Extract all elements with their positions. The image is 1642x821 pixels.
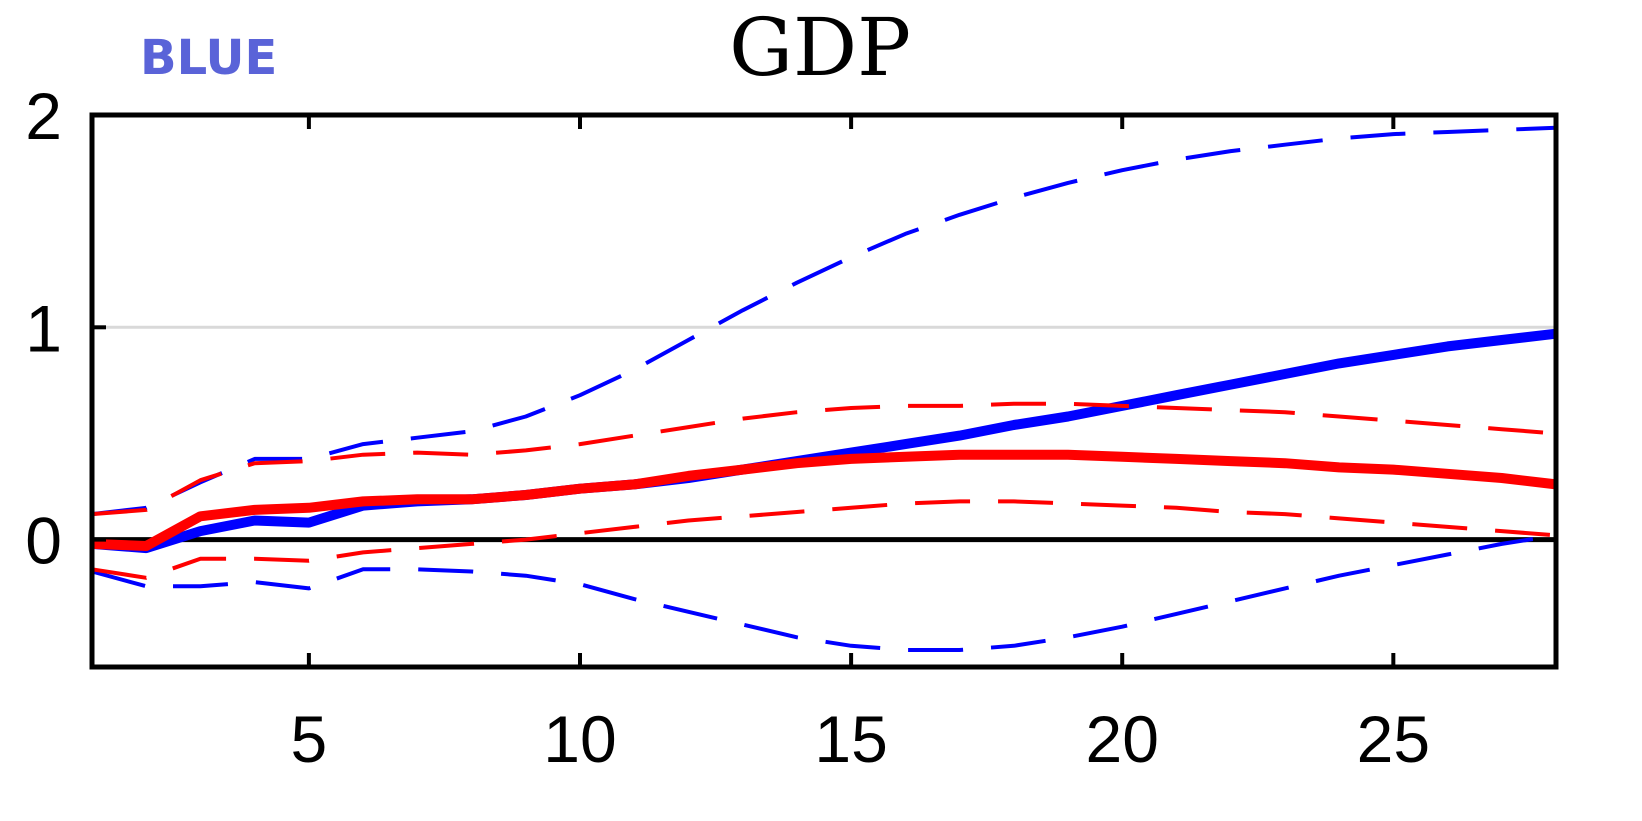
blue-median-line-0 [91, 328, 1557, 554]
plot-frame [89, 112, 1559, 670]
red-band-line-4 [91, 401, 1557, 517]
x-tick-label-20: 20 [1086, 702, 1159, 776]
x-tick-label-15: 15 [814, 702, 887, 776]
red-median-line-3 [91, 449, 1557, 551]
x-tick-label-10: 10 [543, 702, 616, 776]
y-tick-label-2: 2 [25, 79, 62, 153]
x-tick-label-25: 25 [1357, 702, 1430, 776]
legend-label: BLUE [140, 30, 277, 86]
chart-title: GDP [729, 1, 911, 94]
blue-band-line-1 [91, 125, 1557, 517]
blue-band-line-2 [91, 533, 1557, 652]
y-tick-label-1: 1 [25, 291, 62, 365]
y-tick-label-0: 0 [25, 504, 62, 578]
tick-layer [92, 113, 1396, 667]
x-tick-label-5: 5 [291, 702, 328, 776]
tick-label-layer: 5 10 15 20 25 0 1 2 [25, 79, 1430, 776]
series-layer [91, 125, 1557, 652]
